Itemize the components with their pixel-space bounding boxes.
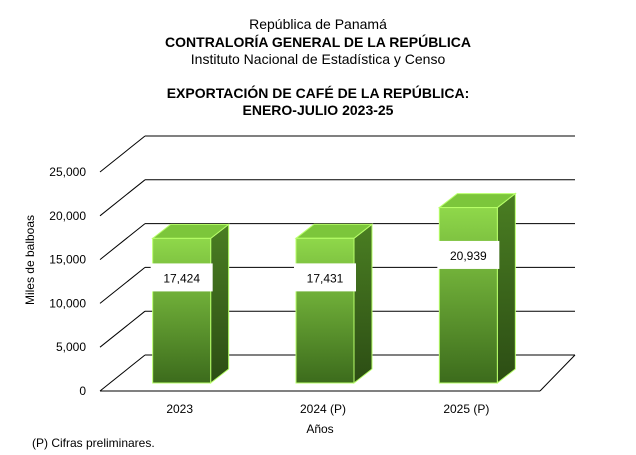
y-axis-label: Miles de balboas	[23, 215, 37, 305]
value-label-box	[437, 240, 500, 269]
grid-diagonal	[99, 179, 146, 217]
bar-side-face	[496, 192, 516, 385]
value-label-box	[294, 263, 356, 292]
bar	[295, 237, 355, 384]
floor-right-edge	[539, 354, 576, 392]
y-tick-label: 15,000	[49, 253, 86, 267]
x-tick-label: 2023	[166, 402, 193, 416]
y-tick-label: 25,000	[49, 165, 86, 179]
institute-name: Instituto Nacional de Estadística y Cens…	[190, 51, 446, 67]
value-label: 20,939	[450, 249, 487, 263]
chart-title-line1: EXPORTACIÓN DE CAFÉ DE LA REPÚBLICA:	[166, 85, 470, 101]
value-label: 17,424	[163, 271, 200, 285]
y-tick-label: 10,000	[49, 296, 86, 310]
grid-diagonal	[99, 223, 146, 260]
value-label-box	[150, 263, 213, 292]
agency-name: CONTRALORÍA GENERAL DE LA REPÚBLICA	[165, 34, 471, 50]
y-tick-label: 5,000	[56, 340, 86, 354]
chart-title-line2: ENERO-JULIO 2023-25	[242, 102, 394, 118]
bar-side-face	[353, 223, 373, 385]
y-tick-label: 20,000	[49, 209, 86, 223]
grid-diagonal	[99, 135, 146, 173]
bar	[438, 207, 498, 384]
x-tick-label: 2025 (P)	[443, 402, 489, 416]
footnote: (P) Cifras preliminares.	[32, 436, 155, 450]
grid-diagonal	[99, 267, 146, 304]
bar	[152, 237, 212, 384]
x-tick-label: 2024 (P)	[300, 402, 346, 416]
y-tick-label: 0	[79, 384, 86, 398]
grid-diagonal	[99, 354, 146, 392]
value-label: 17,431	[307, 271, 344, 285]
x-axis-label: Años	[306, 422, 333, 436]
grid-diagonal	[99, 310, 146, 348]
bar-side-face	[210, 223, 230, 385]
country-name: República de Panamá	[249, 16, 387, 32]
